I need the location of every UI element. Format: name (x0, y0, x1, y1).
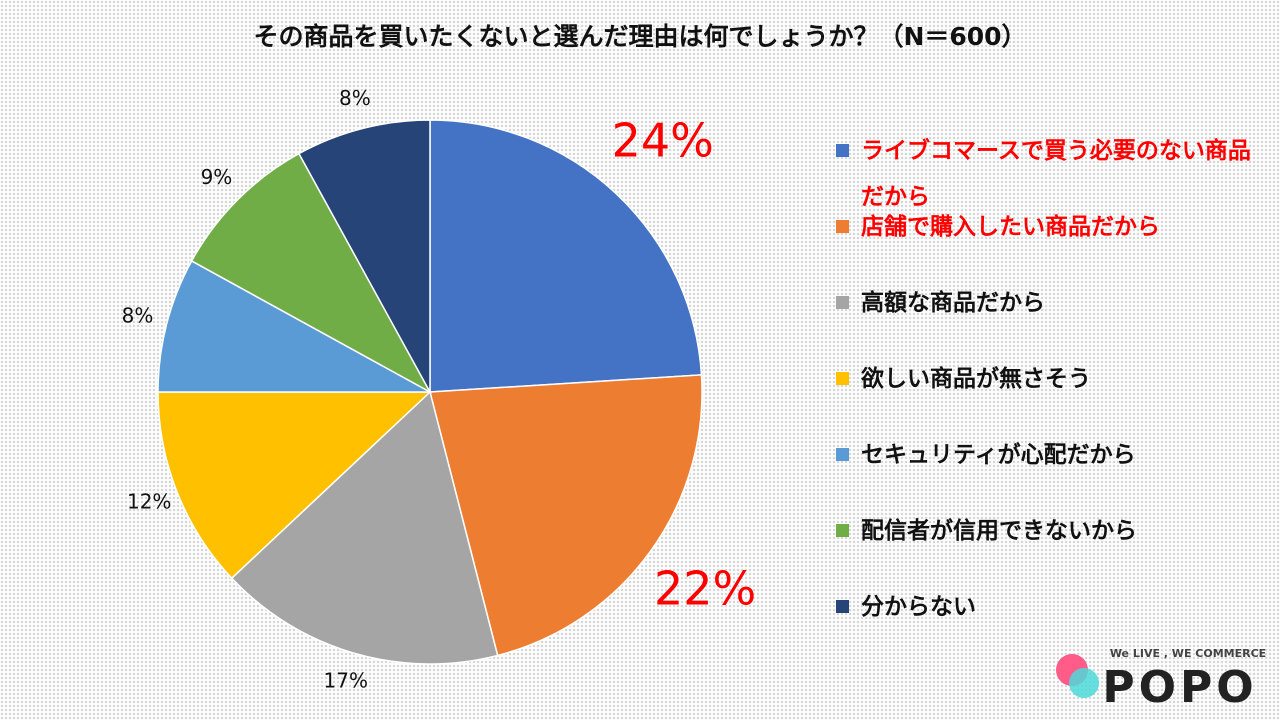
legend-label: 欲しい商品が無さそう (861, 366, 1091, 392)
data-label: 8% (339, 86, 371, 110)
data-label: 9% (201, 165, 233, 189)
pie-slice (297, 119, 431, 393)
legend-item: 店舗で購入したい商品だから (836, 204, 1266, 250)
pie-slice (429, 374, 703, 657)
legend-label: 配信者が信用できないから (861, 518, 1137, 544)
legend-item: 高額な商品だから (836, 280, 1266, 326)
logo-icon (1069, 668, 1099, 698)
legend-label: 分からない (861, 594, 976, 620)
legend-swatch (836, 524, 849, 537)
legend-label: セキュリティが心配だから (861, 442, 1136, 468)
logo-name: POPO (1102, 662, 1257, 713)
legend-item: 分からない (836, 584, 1266, 630)
pie-slice (429, 119, 703, 393)
legend-item: セキュリティが心配だから (836, 432, 1266, 478)
logo: We LIVE , WE COMMERCE POPO (1056, 647, 1266, 713)
pie-slice (190, 152, 432, 394)
chart-title: その商品を買いたくないと選んだ理由は何でしょうか？（N＝600） (253, 22, 1026, 51)
legend-swatch (836, 220, 849, 233)
data-label: 12% (127, 490, 171, 514)
legend-label: 店舗で購入したい商品だから (861, 214, 1160, 240)
pie-slice (157, 259, 431, 393)
legend-swatch (836, 144, 849, 157)
legend-swatch (836, 372, 849, 385)
data-label: 24% (612, 114, 714, 168)
data-label: 8% (122, 303, 154, 327)
legend-item: 配信者が信用できないから (836, 508, 1266, 554)
legend-swatch (836, 296, 849, 309)
pie-slice (157, 391, 432, 580)
legend-item: ライブコマースで買う必要のない商品だから (836, 128, 1266, 220)
legend-label: 高額な商品だから (861, 290, 1045, 316)
data-label: 22% (654, 561, 756, 615)
pie-slice (230, 390, 499, 665)
legend-label: ライブコマースで買う必要のない商品だから (861, 138, 1251, 210)
legend-item: 欲しい商品が無さそう (836, 356, 1266, 402)
legend-swatch (836, 600, 849, 613)
data-label: 17% (324, 669, 368, 693)
legend-swatch (836, 448, 849, 461)
logo-tagline: We LIVE , WE COMMERCE (1110, 647, 1266, 660)
